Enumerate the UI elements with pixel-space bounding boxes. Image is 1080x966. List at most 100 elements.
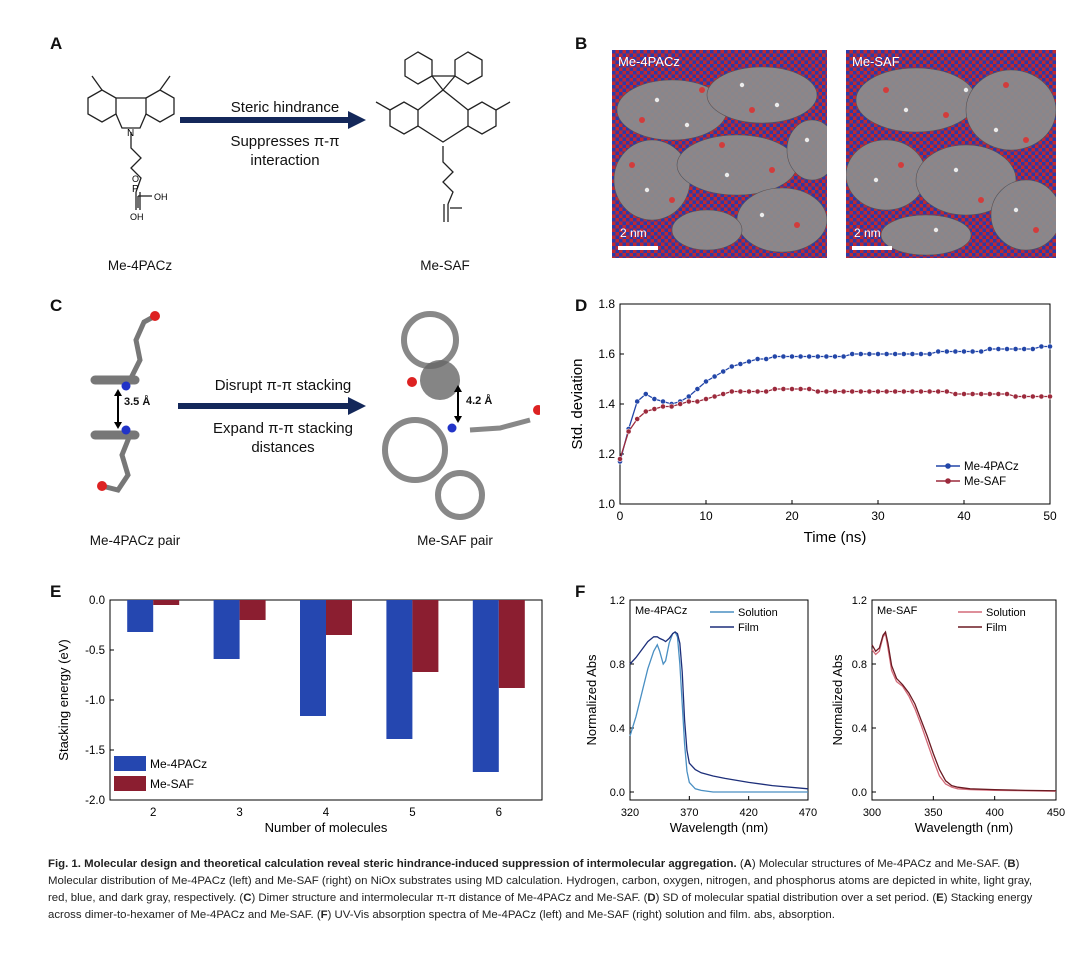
y-tick-label: -2.0 <box>85 795 105 807</box>
data-point-me-saf <box>1021 393 1028 400</box>
data-point-me-saf <box>651 406 658 412</box>
bar-me-4pacz <box>386 600 413 739</box>
data-point-me-4pacz <box>849 351 856 357</box>
p-atom: P <box>132 184 139 195</box>
y-tick-label: 0.0 <box>89 595 105 607</box>
data-point-me-saf <box>814 388 821 395</box>
data-point-me-saf <box>677 401 684 407</box>
y-tick-label: 1.2 <box>610 595 625 607</box>
data-point-me-saf <box>935 388 942 395</box>
data-point-me-4pacz <box>763 356 770 362</box>
data-point-me-4pacz <box>995 346 1002 352</box>
panel-letter-f: F <box>575 582 586 601</box>
data-point-me-4pacz <box>814 353 821 360</box>
data-point-me-saf <box>832 388 838 395</box>
x-tick-label: 30 <box>871 509 885 523</box>
x-tick-label: 40 <box>957 509 971 523</box>
y-tick-label: 0.4 <box>610 723 625 735</box>
panel-a-arrow-top: Steric hindrance <box>230 99 340 116</box>
y-axis-label: Std. deviation <box>569 359 586 450</box>
data-point-me-saf <box>892 388 899 395</box>
md-title-left: Me-4PACz <box>618 54 680 69</box>
y-tick-label: 1.2 <box>852 595 867 607</box>
y-axis-label: Normalized Abs <box>584 654 599 746</box>
data-point-me-4pacz <box>780 353 787 360</box>
data-point-me-4pacz <box>642 391 649 397</box>
legend-label: Me-4PACz <box>964 461 1019 473</box>
series-line-film <box>629 631 809 790</box>
data-point-me-saf <box>754 388 761 395</box>
data-point-me-saf <box>943 388 950 395</box>
x-axis-label: Number of molecules <box>265 820 388 835</box>
me-saf-label: Me-SAF <box>420 258 470 273</box>
panel-letter-c: C <box>50 296 63 315</box>
x-tick-label: 320 <box>621 807 639 819</box>
data-point-me-4pacz <box>866 351 873 357</box>
x-axis-label: Wavelength (nm) <box>670 820 769 835</box>
caption-text-a: Molecular structures of Me-4PACz and Me-… <box>755 858 1004 870</box>
x-tick-label: 370 <box>680 807 698 819</box>
data-point-me-4pacz <box>771 353 778 360</box>
data-point-me-saf <box>875 388 881 395</box>
data-point-me-saf <box>789 386 795 392</box>
data-point-me-saf <box>840 388 847 395</box>
x-tick-label: 0 <box>617 509 624 523</box>
legend-marker <box>945 478 951 484</box>
data-point-me-4pacz <box>883 351 890 357</box>
md-snapshot-me-4pacz: Me-4PACz 2 nm <box>612 50 827 258</box>
y-tick-label: -0.5 <box>85 645 105 657</box>
x-tick-label: 50 <box>1043 509 1057 523</box>
plot-title: Me-4PACz <box>635 605 687 617</box>
data-point-me-saf <box>780 386 787 392</box>
data-point-me-4pacz <box>789 353 795 360</box>
y-axis-label: Stacking energy (eV) <box>56 639 71 760</box>
me-4pacz-pair-label: Me-4PACz pair <box>89 533 181 548</box>
data-point-me-saf <box>625 428 632 435</box>
plot-frame <box>871 599 1057 801</box>
x-tick-label: 4 <box>323 807 330 819</box>
figure-caption: Fig. 1. Molecular design and theoretical… <box>48 858 1033 921</box>
x-tick-label: 470 <box>799 807 817 819</box>
y-tick-label: 0.8 <box>610 659 625 671</box>
scale-bar-left <box>618 246 658 250</box>
panel-c-arrow-head <box>348 397 366 415</box>
data-point-me-saf <box>978 391 985 397</box>
data-point-me-4pacz <box>685 393 692 400</box>
y-tick-label: 0.0 <box>610 787 625 799</box>
distance-left: 3.5 Å <box>124 396 151 408</box>
panel-a-arrow-bottom-1: Suppresses π-π <box>230 133 340 150</box>
legend-label: Me-SAF <box>964 476 1006 488</box>
data-point-me-saf <box>694 398 701 405</box>
data-point-me-4pacz <box>840 353 847 360</box>
data-point-me-saf <box>660 403 666 410</box>
data-point-me-saf <box>634 416 641 422</box>
caption-ref-c: C <box>243 892 252 904</box>
o-atom: O <box>132 174 139 184</box>
data-point-me-saf <box>763 388 770 395</box>
data-point-me-saf <box>900 388 907 395</box>
chart-f-left-absorbance: 320 370 420 470 0.0 0.4 0.8 1.2 Wavelength (nm) N… <box>584 595 817 835</box>
data-point-me-saf <box>849 388 856 395</box>
data-point-me-saf <box>617 456 623 462</box>
data-point-me-4pacz <box>943 348 950 355</box>
data-point-me-4pacz <box>1004 346 1010 352</box>
data-point-me-4pacz <box>728 363 735 370</box>
caption-text-d: SD of molecular spatial distribution ove… <box>659 892 933 904</box>
data-point-me-saf <box>866 388 873 395</box>
data-point-me-4pacz <box>900 351 907 357</box>
data-point-me-4pacz <box>1038 343 1045 350</box>
caption-ref-a: A <box>743 858 752 870</box>
caption-title: Fig. 1. Molecular design and theoretical… <box>48 858 737 870</box>
data-point-me-4pacz <box>754 356 761 362</box>
caption-ref-b: B <box>1007 858 1016 870</box>
scale-label-left: 2 nm <box>620 226 647 240</box>
x-tick-label: 10 <box>699 509 713 523</box>
md-title-right: Me-SAF <box>852 54 900 69</box>
bar-me-saf <box>153 600 180 605</box>
data-point-me-4pacz <box>703 378 709 385</box>
y-tick-label: 1.6 <box>598 347 615 361</box>
caption-text-f: UV-Vis absorption spectra of Me-4PACz (l… <box>331 909 835 921</box>
legend-marker <box>945 463 951 469</box>
x-axis-label: Time (ns) <box>804 529 867 546</box>
data-point-me-4pacz <box>1029 346 1036 352</box>
